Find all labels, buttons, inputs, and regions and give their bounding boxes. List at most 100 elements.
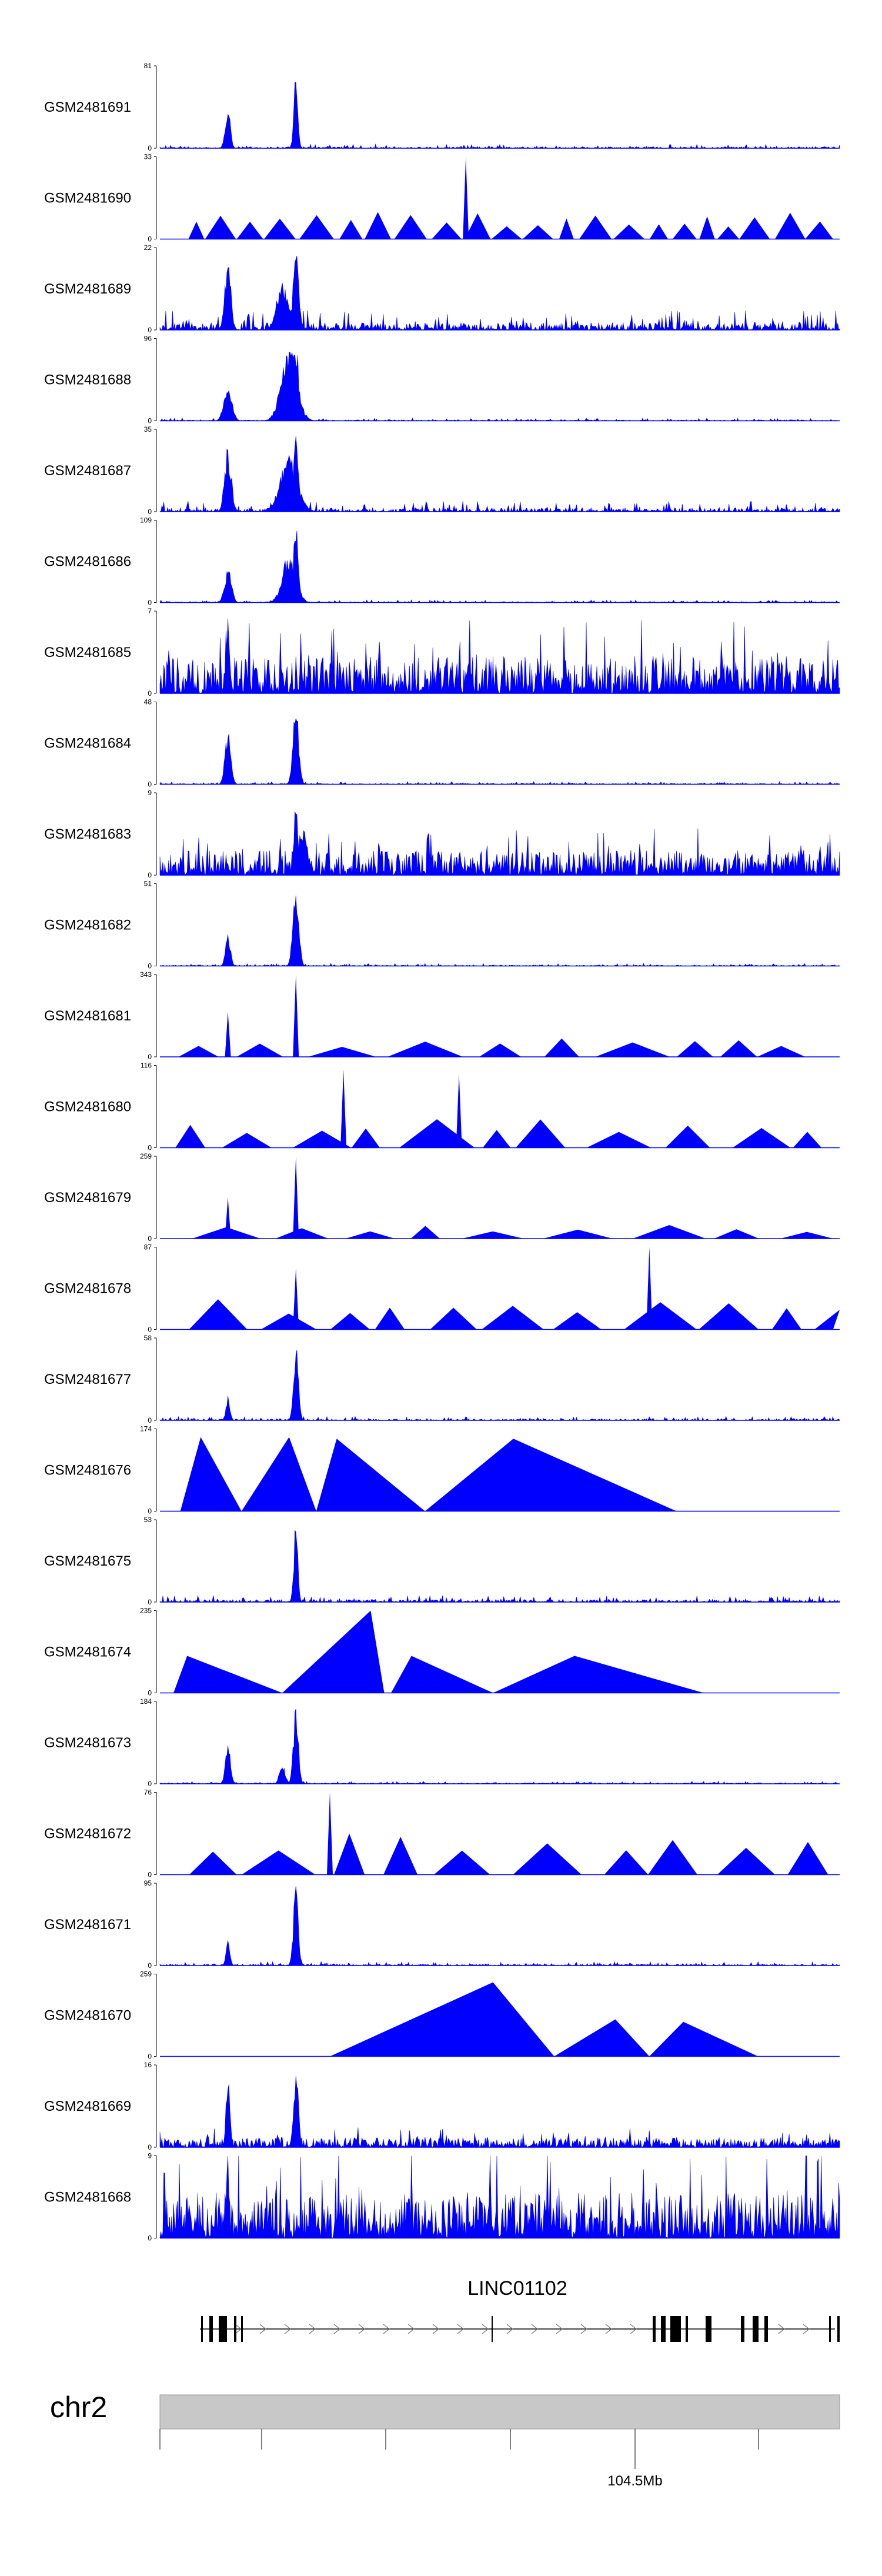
track-GSM2481672: GSM2481672 76 0	[44, 1788, 840, 1879]
y-max-label: 184	[140, 1697, 152, 1706]
y-max-label: 53	[144, 1516, 152, 1524]
signal-area	[391, 1656, 493, 1693]
strand-arrow	[309, 2324, 316, 2334]
exon	[837, 2316, 840, 2342]
exon	[241, 2316, 243, 2342]
track-GSM2481674: GSM2481674 235 0	[44, 1607, 840, 1697]
exon	[653, 2316, 656, 2342]
track-GSM2481669: GSM2481669 16 0	[44, 2061, 840, 2151]
signal-peak	[456, 1073, 462, 1148]
track-label: GSM2481674	[44, 1644, 131, 1660]
track-GSM2481683: GSM2481683 9 0	[44, 789, 840, 879]
y-max-label: 95	[144, 1879, 152, 1887]
strand-arrow	[333, 2324, 340, 2334]
track-GSM2481690: GSM2481690 33 0	[44, 153, 840, 243]
track-label: GSM2481676	[44, 1463, 131, 1479]
y-max-label: 51	[144, 880, 152, 888]
strand-arrow	[778, 2324, 785, 2334]
track-label: GSM2481680	[44, 1099, 131, 1115]
track-GSM2481680: GSM2481680 116 0	[44, 1062, 840, 1152]
track-label: GSM2481684	[44, 736, 131, 752]
chromosome-band	[159, 2394, 840, 2430]
signal-area	[160, 1299, 840, 1330]
chromosome-track: chr2 104.5Mb	[50, 2391, 840, 2489]
chromosome-name: chr2	[50, 2391, 107, 2424]
track-GSM2481688: GSM2481688 96 0	[44, 335, 840, 425]
signal-peak	[225, 1197, 231, 1239]
y-min-label: 0	[148, 871, 152, 879]
signal-area	[316, 1439, 425, 1511]
signal-peak	[327, 1792, 333, 1875]
signal-area	[159, 1530, 840, 1603]
signal-peak	[463, 156, 469, 239]
signal-area	[160, 1038, 840, 1057]
signal-peak	[646, 1247, 653, 1330]
y-max-label: 81	[144, 62, 152, 70]
track-label: GSM2481691	[44, 99, 131, 115]
y-max-label: 33	[144, 153, 152, 161]
signal-area	[160, 1224, 840, 1239]
track-label: GSM2481682	[44, 917, 131, 933]
y-min-label: 0	[148, 1507, 152, 1516]
y-max-label: 109	[140, 516, 152, 525]
signal-area	[159, 1350, 840, 1421]
exon	[670, 2316, 681, 2342]
y-min-label: 0	[148, 1961, 152, 1970]
track-GSM2481671: GSM2481671 95 0	[44, 1879, 840, 1970]
y-min-label: 0	[148, 2143, 152, 2151]
signal-area	[159, 619, 840, 694]
signal-area	[649, 2021, 759, 2057]
track-GSM2481685: GSM2481685 7 0	[44, 607, 840, 698]
y-max-label: 235	[140, 1607, 152, 1615]
track-GSM2481673: GSM2481673 184 0	[44, 1697, 840, 1788]
y-max-label: 48	[144, 698, 152, 706]
strand-arrow	[556, 2324, 563, 2334]
track-label: GSM2481681	[44, 1008, 131, 1024]
signal-area	[159, 82, 840, 149]
y-max-label: 9	[148, 2152, 152, 2160]
y-min-label: 0	[148, 1234, 152, 1243]
y-min-label: 0	[148, 689, 152, 698]
track-GSM2481684: GSM2481684 48 0	[44, 698, 840, 789]
y-max-label: 116	[141, 1062, 152, 1070]
strand-arrow	[407, 2324, 415, 2334]
signal-area	[241, 1437, 316, 1511]
y-min-label: 0	[148, 1416, 152, 1424]
track-label: GSM2481688	[44, 372, 131, 388]
strand-arrow	[482, 2324, 489, 2334]
track-label: GSM2481675	[44, 1553, 131, 1569]
exon	[492, 2316, 493, 2342]
signal-peak	[293, 1156, 299, 1239]
exon	[219, 2316, 227, 2342]
y-max-label: 259	[140, 1970, 152, 1978]
y-min-label: 0	[148, 1780, 152, 1788]
y-max-label: 87	[144, 1243, 152, 1252]
strand-arrow	[580, 2324, 587, 2334]
signal-peak	[293, 1267, 299, 1330]
track-label: GSM2481677	[44, 1372, 131, 1387]
y-min-label: 0	[148, 1598, 152, 1606]
y-min-label: 0	[148, 599, 152, 607]
signal-peak	[293, 975, 299, 1057]
exon	[706, 2316, 711, 2342]
y-max-label: 7	[148, 607, 152, 615]
track-label: GSM2481668	[44, 2190, 131, 2205]
y-min-label: 0	[148, 1053, 152, 1061]
position-tick-label: 104.5Mb	[607, 2473, 662, 2489]
signal-area	[160, 1119, 840, 1148]
signal-area	[554, 2019, 650, 2057]
y-min-label: 0	[148, 235, 152, 243]
y-min-label: 0	[148, 1326, 152, 1334]
strand-arrow	[432, 2324, 439, 2334]
y-max-label: 76	[144, 1788, 152, 1797]
track-label: GSM2481671	[44, 1917, 131, 1933]
strand-arrow	[284, 2324, 291, 2334]
strand-arrow	[506, 2324, 513, 2334]
signal-area	[160, 212, 840, 239]
signal-area	[159, 352, 840, 421]
strand-arrow	[457, 2324, 464, 2334]
signal-area	[159, 2155, 840, 2239]
signal-peak	[340, 1069, 347, 1148]
signal-area	[159, 530, 840, 603]
